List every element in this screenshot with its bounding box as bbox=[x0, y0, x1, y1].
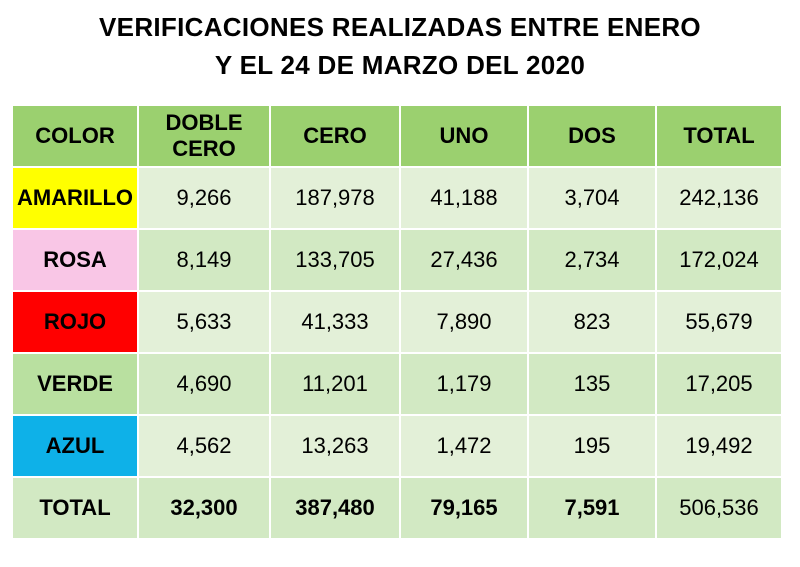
header-color: COLOR bbox=[11, 104, 139, 168]
table-cell: 19,492 bbox=[655, 414, 783, 478]
table-row-total: TOTAL 32,300 387,480 79,165 7,591 506,53… bbox=[11, 476, 783, 540]
table-row: ROJO 5,633 41,333 7,890 823 55,679 bbox=[11, 290, 783, 354]
table-cell: 242,136 bbox=[655, 166, 783, 230]
row-label-amarillo: AMARILLO bbox=[11, 166, 139, 230]
title-line-1: VERIFICACIONES REALIZADAS ENTRE ENERO bbox=[99, 12, 701, 42]
title-line-2: Y EL 24 DE MARZO DEL 2020 bbox=[214, 50, 586, 80]
table-cell: 2,734 bbox=[527, 228, 657, 292]
row-label-total: TOTAL bbox=[11, 476, 139, 540]
header-doble-cero: DOBLE CERO bbox=[137, 104, 271, 168]
table-cell: 4,562 bbox=[137, 414, 271, 478]
table-cell: 3,704 bbox=[527, 166, 657, 230]
row-label-rojo: ROJO bbox=[11, 290, 139, 354]
header-dos: DOS bbox=[527, 104, 657, 168]
table-cell: 133,705 bbox=[269, 228, 401, 292]
table-cell: 5,633 bbox=[137, 290, 271, 354]
table-cell: 41,188 bbox=[399, 166, 529, 230]
total-cell: 7,591 bbox=[527, 476, 657, 540]
table-cell: 11,201 bbox=[269, 352, 401, 416]
table-cell: 195 bbox=[527, 414, 657, 478]
row-label-rosa: ROSA bbox=[11, 228, 139, 292]
table-cell: 9,266 bbox=[137, 166, 271, 230]
table-header-row: COLOR DOBLE CERO CERO UNO DOS TOTAL bbox=[11, 104, 783, 168]
verifications-table: COLOR DOBLE CERO CERO UNO DOS TOTAL AMAR… bbox=[11, 104, 783, 540]
total-cell: 79,165 bbox=[399, 476, 529, 540]
table-cell: 55,679 bbox=[655, 290, 783, 354]
row-label-verde: VERDE bbox=[11, 352, 139, 416]
table-row: AMARILLO 9,266 187,978 41,188 3,704 242,… bbox=[11, 166, 783, 230]
table-cell: 7,890 bbox=[399, 290, 529, 354]
table-cell: 172,024 bbox=[655, 228, 783, 292]
table-row: AZUL 4,562 13,263 1,472 195 19,492 bbox=[11, 414, 783, 478]
grand-total-cell: 506,536 bbox=[655, 476, 783, 540]
header-total: TOTAL bbox=[655, 104, 783, 168]
row-label-azul: AZUL bbox=[11, 414, 139, 478]
table-cell: 1,179 bbox=[399, 352, 529, 416]
table-row: VERDE 4,690 11,201 1,179 135 17,205 bbox=[11, 352, 783, 416]
table-cell: 8,149 bbox=[137, 228, 271, 292]
table-cell: 135 bbox=[527, 352, 657, 416]
table-row: ROSA 8,149 133,705 27,436 2,734 172,024 bbox=[11, 228, 783, 292]
table-cell: 41,333 bbox=[269, 290, 401, 354]
table-cell: 13,263 bbox=[269, 414, 401, 478]
table-cell: 17,205 bbox=[655, 352, 783, 416]
table-cell: 1,472 bbox=[399, 414, 529, 478]
table-cell: 187,978 bbox=[269, 166, 401, 230]
header-cero: CERO bbox=[269, 104, 401, 168]
page-title: VERIFICACIONES REALIZADAS ENTRE ENERO Y … bbox=[0, 8, 800, 84]
table-cell: 27,436 bbox=[399, 228, 529, 292]
total-cell: 32,300 bbox=[137, 476, 271, 540]
table-cell: 4,690 bbox=[137, 352, 271, 416]
total-cell: 387,480 bbox=[269, 476, 401, 540]
header-uno: UNO bbox=[399, 104, 529, 168]
table-cell: 823 bbox=[527, 290, 657, 354]
